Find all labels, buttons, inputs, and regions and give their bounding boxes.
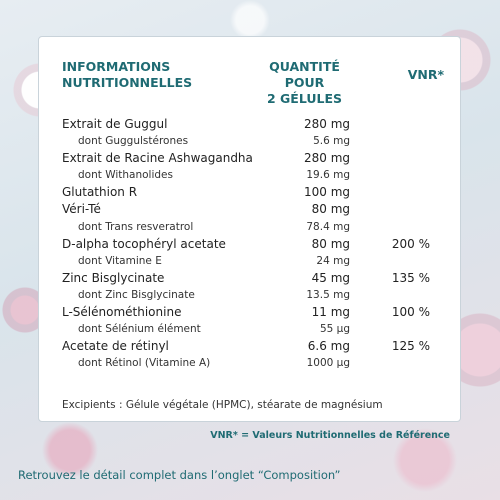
table-row: L-Sélénométhionine 11 mg 100 % (62, 305, 446, 322)
table-row: dont Zinc Bisglycinate 13.5 mg (62, 288, 446, 305)
header-quantity: QUANTITÉ POUR 2 GÉLULES (252, 59, 357, 107)
row-qty: 19.6 mg (306, 169, 350, 182)
table-row: dont Rétinol (Vitamine A) 1000 µg (62, 356, 446, 373)
row-qty: 280 mg (303, 117, 350, 131)
row-name: dont Withanolides (78, 169, 173, 182)
row-name: dont Rétinol (Vitamine A) (78, 357, 211, 370)
row-qty: 5.6 mg (313, 135, 350, 148)
table-row: Glutathion R 100 mg (62, 185, 446, 202)
header-quantity-line1: QUANTITÉ POUR (269, 59, 340, 90)
row-qty: 55 µg (319, 323, 350, 336)
table-row: dont Vitamine E 24 mg (62, 254, 446, 271)
row-qty: 24 mg (316, 254, 350, 267)
row-name: Véri-Té (62, 202, 101, 217)
row-name: dont Trans resveratrol (78, 220, 194, 233)
header-vnr: VNR* (407, 67, 444, 82)
table-row: Véri-Té 80 mg (62, 202, 446, 219)
row-name: Extrait de Guggul (62, 117, 168, 131)
table-row: Zinc Bisglycinate 45 mg 135 % (62, 271, 446, 288)
table-row: dont Trans resveratrol 78.4 mg (62, 220, 446, 237)
row-name: D-alpha tocophéryl acetate (62, 236, 226, 251)
header-informations-line1: INFORMATIONS (62, 59, 171, 74)
row-qty: 78.4 mg (306, 220, 350, 233)
row-qty: 80 mg (311, 236, 350, 251)
row-vnr: 100 % (391, 305, 430, 320)
table-row: dont Withanolides 19.6 mg (62, 168, 446, 185)
row-qty: 100 mg (303, 185, 350, 200)
table-row: Acetate de rétinyl 6.6 mg 125 % (62, 339, 446, 356)
row-name: Glutathion R (62, 185, 138, 200)
composition-hint: Retrouvez le détail complet dans l’ongle… (18, 468, 341, 482)
row-qty: 13.5 mg (306, 288, 350, 301)
row-name: dont Zinc Bisglycinate (78, 288, 195, 301)
row-qty: 280 mg (303, 151, 350, 166)
header-informations: INFORMATIONS NUTRITIONNELLES (62, 59, 192, 91)
row-name: dont Guggulstérones (78, 135, 189, 148)
nutrition-card: INFORMATIONS NUTRITIONNELLES QUANTITÉ PO… (38, 36, 461, 422)
row-vnr: 200 % (391, 236, 430, 251)
row-qty: 6.6 mg (307, 339, 350, 354)
table-row: D-alpha tocophéryl acetate 80 mg 200 % (62, 237, 446, 254)
row-name: Extrait de Racine Ashwagandha (62, 151, 253, 166)
row-name: dont Sélénium élément (78, 323, 201, 336)
table-row: Extrait de Guggul 280 mg (62, 117, 446, 134)
vnr-footnote: VNR* = Valeurs Nutritionnelles de Référe… (210, 430, 450, 441)
row-name: Zinc Bisglycinate (62, 270, 165, 285)
row-qty: 1000 µg (306, 357, 350, 370)
row-name: dont Vitamine E (78, 254, 162, 267)
table-row: dont Sélénium élément 55 µg (62, 322, 446, 339)
row-qty: 45 mg (311, 270, 350, 285)
header-quantity-line2: 2 GÉLULES (266, 91, 343, 106)
row-vnr: 135 % (391, 270, 430, 285)
row-vnr: 125 % (391, 339, 430, 354)
row-name: Acetate de rétinyl (62, 339, 169, 354)
row-qty: 80 mg (311, 202, 350, 217)
header-informations-line2: NUTRITIONNELLES (62, 75, 193, 90)
excipients-text: Excipients : Gélule végétale (HPMC), sté… (62, 399, 383, 411)
table-row: dont Guggulstérones 5.6 mg (62, 134, 446, 151)
nutrition-table: Extrait de Guggul 280 mg dont Guggulstéron… (62, 117, 446, 373)
table-row: Extrait de Racine Ashwagandha 280 mg (62, 151, 446, 168)
row-name: L-Sélénométhionine (62, 305, 182, 320)
row-qty: 11 mg (311, 305, 350, 320)
